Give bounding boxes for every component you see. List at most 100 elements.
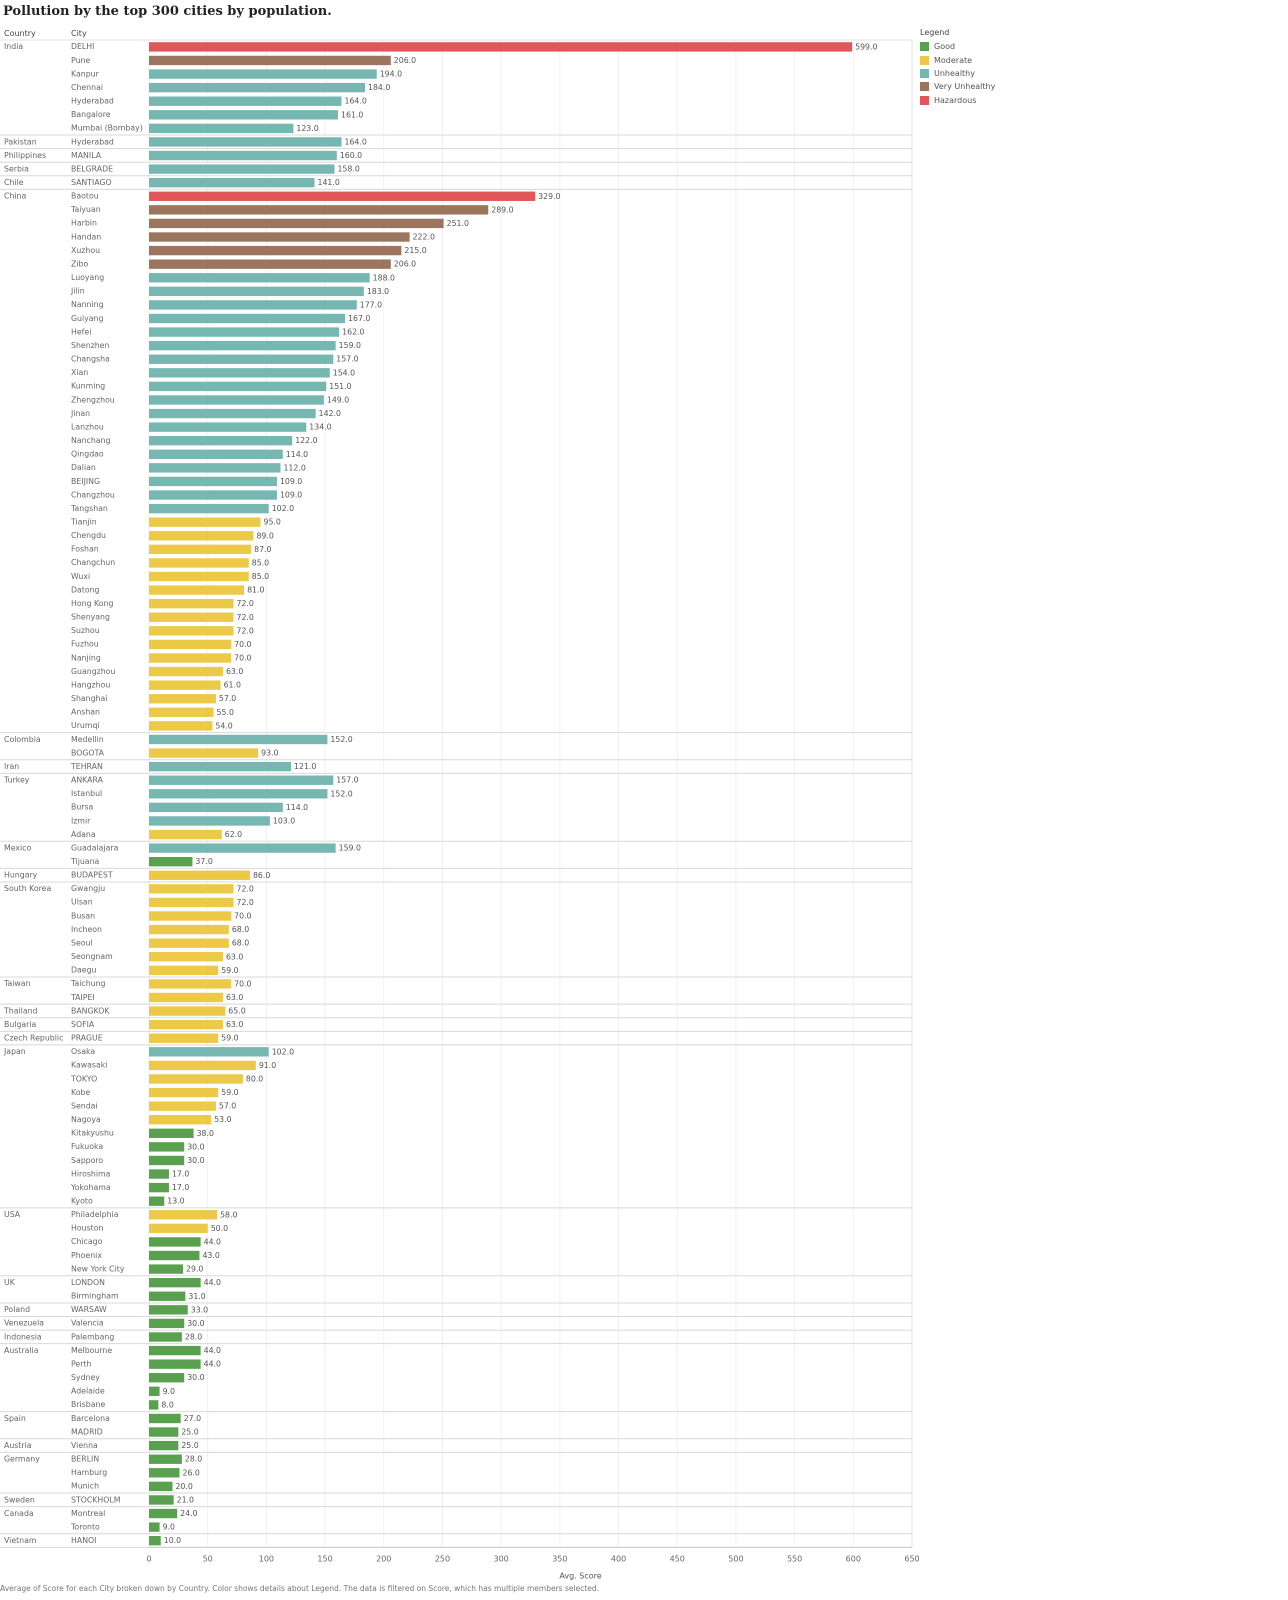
bar	[149, 992, 223, 1003]
bar	[149, 694, 216, 704]
data-label: 44.0	[204, 1278, 221, 1287]
bar	[149, 313, 346, 324]
legend-item-hazardous[interactable]: Hazardous	[920, 94, 995, 107]
data-label: 72.0	[237, 898, 254, 907]
data-label: 152.0	[330, 735, 352, 744]
city-label: SOFIA	[71, 1020, 95, 1029]
legend-swatch	[920, 42, 929, 52]
bar	[149, 191, 536, 201]
city-label: Nanning	[71, 300, 104, 309]
bar	[149, 164, 335, 174]
city-label: Kanpur	[71, 69, 100, 78]
city-label: Medellin	[71, 735, 104, 744]
legend-item-unhealthy[interactable]: Unhealthy	[920, 67, 995, 80]
city-label: Changzhou	[71, 490, 115, 499]
city-label: Hefei	[71, 327, 91, 336]
bar	[149, 1060, 256, 1071]
data-label: 28.0	[185, 1333, 202, 1342]
city-label: Baotou	[71, 192, 99, 201]
legend-item-moderate[interactable]: Moderate	[920, 53, 995, 66]
city-label: BANGKOK	[71, 1006, 110, 1015]
city-label: HANOI	[71, 1536, 96, 1545]
bar	[149, 517, 261, 527]
data-label: 68.0	[232, 925, 249, 934]
data-label: 162.0	[342, 328, 364, 337]
bar	[149, 490, 277, 500]
data-label: 10.0	[164, 1536, 181, 1545]
bar	[149, 1155, 185, 1166]
city-label: Mumbai (Bombay)	[71, 124, 143, 133]
country-label: Turkey	[3, 776, 30, 785]
data-label: 157.0	[336, 776, 358, 785]
bar	[149, 82, 365, 93]
rows: Country City India DELHI 599.0 Pune 206.0 Kanpu…	[3, 29, 877, 1546]
city-label: PRAGUE	[71, 1034, 103, 1043]
country-label: South Korea	[4, 884, 51, 893]
bar	[149, 1264, 184, 1274]
city-label: Hamburg	[71, 1468, 107, 1477]
city-label: Chengdu	[71, 531, 106, 540]
country-label: Thailand	[3, 1006, 38, 1015]
city-label: Philadelphia	[71, 1210, 119, 1219]
city-label: Barcelona	[71, 1414, 110, 1423]
country-label: Philippines	[4, 151, 46, 160]
city-label: Shenzhen	[71, 341, 109, 350]
bar	[149, 1454, 182, 1464]
data-label: 121.0	[294, 762, 316, 771]
data-label: 63.0	[226, 952, 243, 961]
data-label: 17.0	[172, 1170, 189, 1179]
bar	[149, 354, 334, 364]
bar	[149, 273, 370, 283]
city-label: Melbourne	[71, 1346, 112, 1355]
x-tick-label: 400	[611, 1554, 626, 1563]
city-label: Foshan	[71, 545, 99, 554]
city-label: Seongnam	[71, 952, 113, 961]
data-label: 142.0	[319, 409, 341, 418]
bar	[149, 965, 219, 976]
data-label: 188.0	[373, 273, 395, 282]
bar	[149, 422, 307, 432]
city-label: Handan	[71, 232, 101, 241]
bar	[149, 897, 234, 908]
data-label: 33.0	[191, 1305, 208, 1314]
city-label: STOCKHOLM	[71, 1495, 120, 1504]
data-label: 70.0	[234, 654, 251, 663]
city-label: BELGRADE	[71, 164, 113, 173]
legend-item-good[interactable]: Good	[920, 40, 995, 53]
bar	[149, 449, 283, 459]
legend-label: Good	[934, 42, 956, 52]
data-label: 37.0	[195, 857, 212, 866]
bar	[149, 816, 270, 826]
x-tick-label: 600	[846, 1554, 861, 1563]
bar	[149, 123, 294, 134]
country-label: Mexico	[4, 843, 31, 852]
bar	[149, 1345, 201, 1356]
bar	[149, 1128, 194, 1138]
x-tick-label: 0	[146, 1554, 151, 1563]
legend-label: Moderate	[934, 55, 973, 65]
legend-item-very-unhealthy[interactable]: Very Unhealthy	[920, 80, 995, 93]
data-label: 28.0	[185, 1455, 202, 1464]
legend-swatch	[920, 68, 929, 78]
city-label: Sapporo	[71, 1156, 103, 1165]
city-label: Lanzhou	[71, 422, 104, 431]
bar	[149, 340, 336, 351]
city-label: Nanjing	[71, 653, 101, 662]
city-label: Phoenix	[71, 1251, 102, 1260]
bar	[149, 503, 269, 514]
data-label: 289.0	[491, 205, 513, 214]
city-label: Harbin	[71, 219, 97, 228]
bar	[149, 870, 250, 880]
city-label: Zhengzhou	[71, 395, 115, 404]
bar	[149, 286, 364, 297]
city-label: TAIPEI	[70, 993, 95, 1002]
data-label: 29.0	[186, 1265, 203, 1274]
city-label: Jinan	[70, 409, 90, 418]
bar	[149, 205, 489, 215]
data-label: 194.0	[380, 70, 402, 79]
data-label: 63.0	[226, 1020, 243, 1029]
bar	[149, 911, 232, 921]
city-label: Taiyuan	[70, 205, 101, 214]
bar	[149, 1223, 208, 1234]
